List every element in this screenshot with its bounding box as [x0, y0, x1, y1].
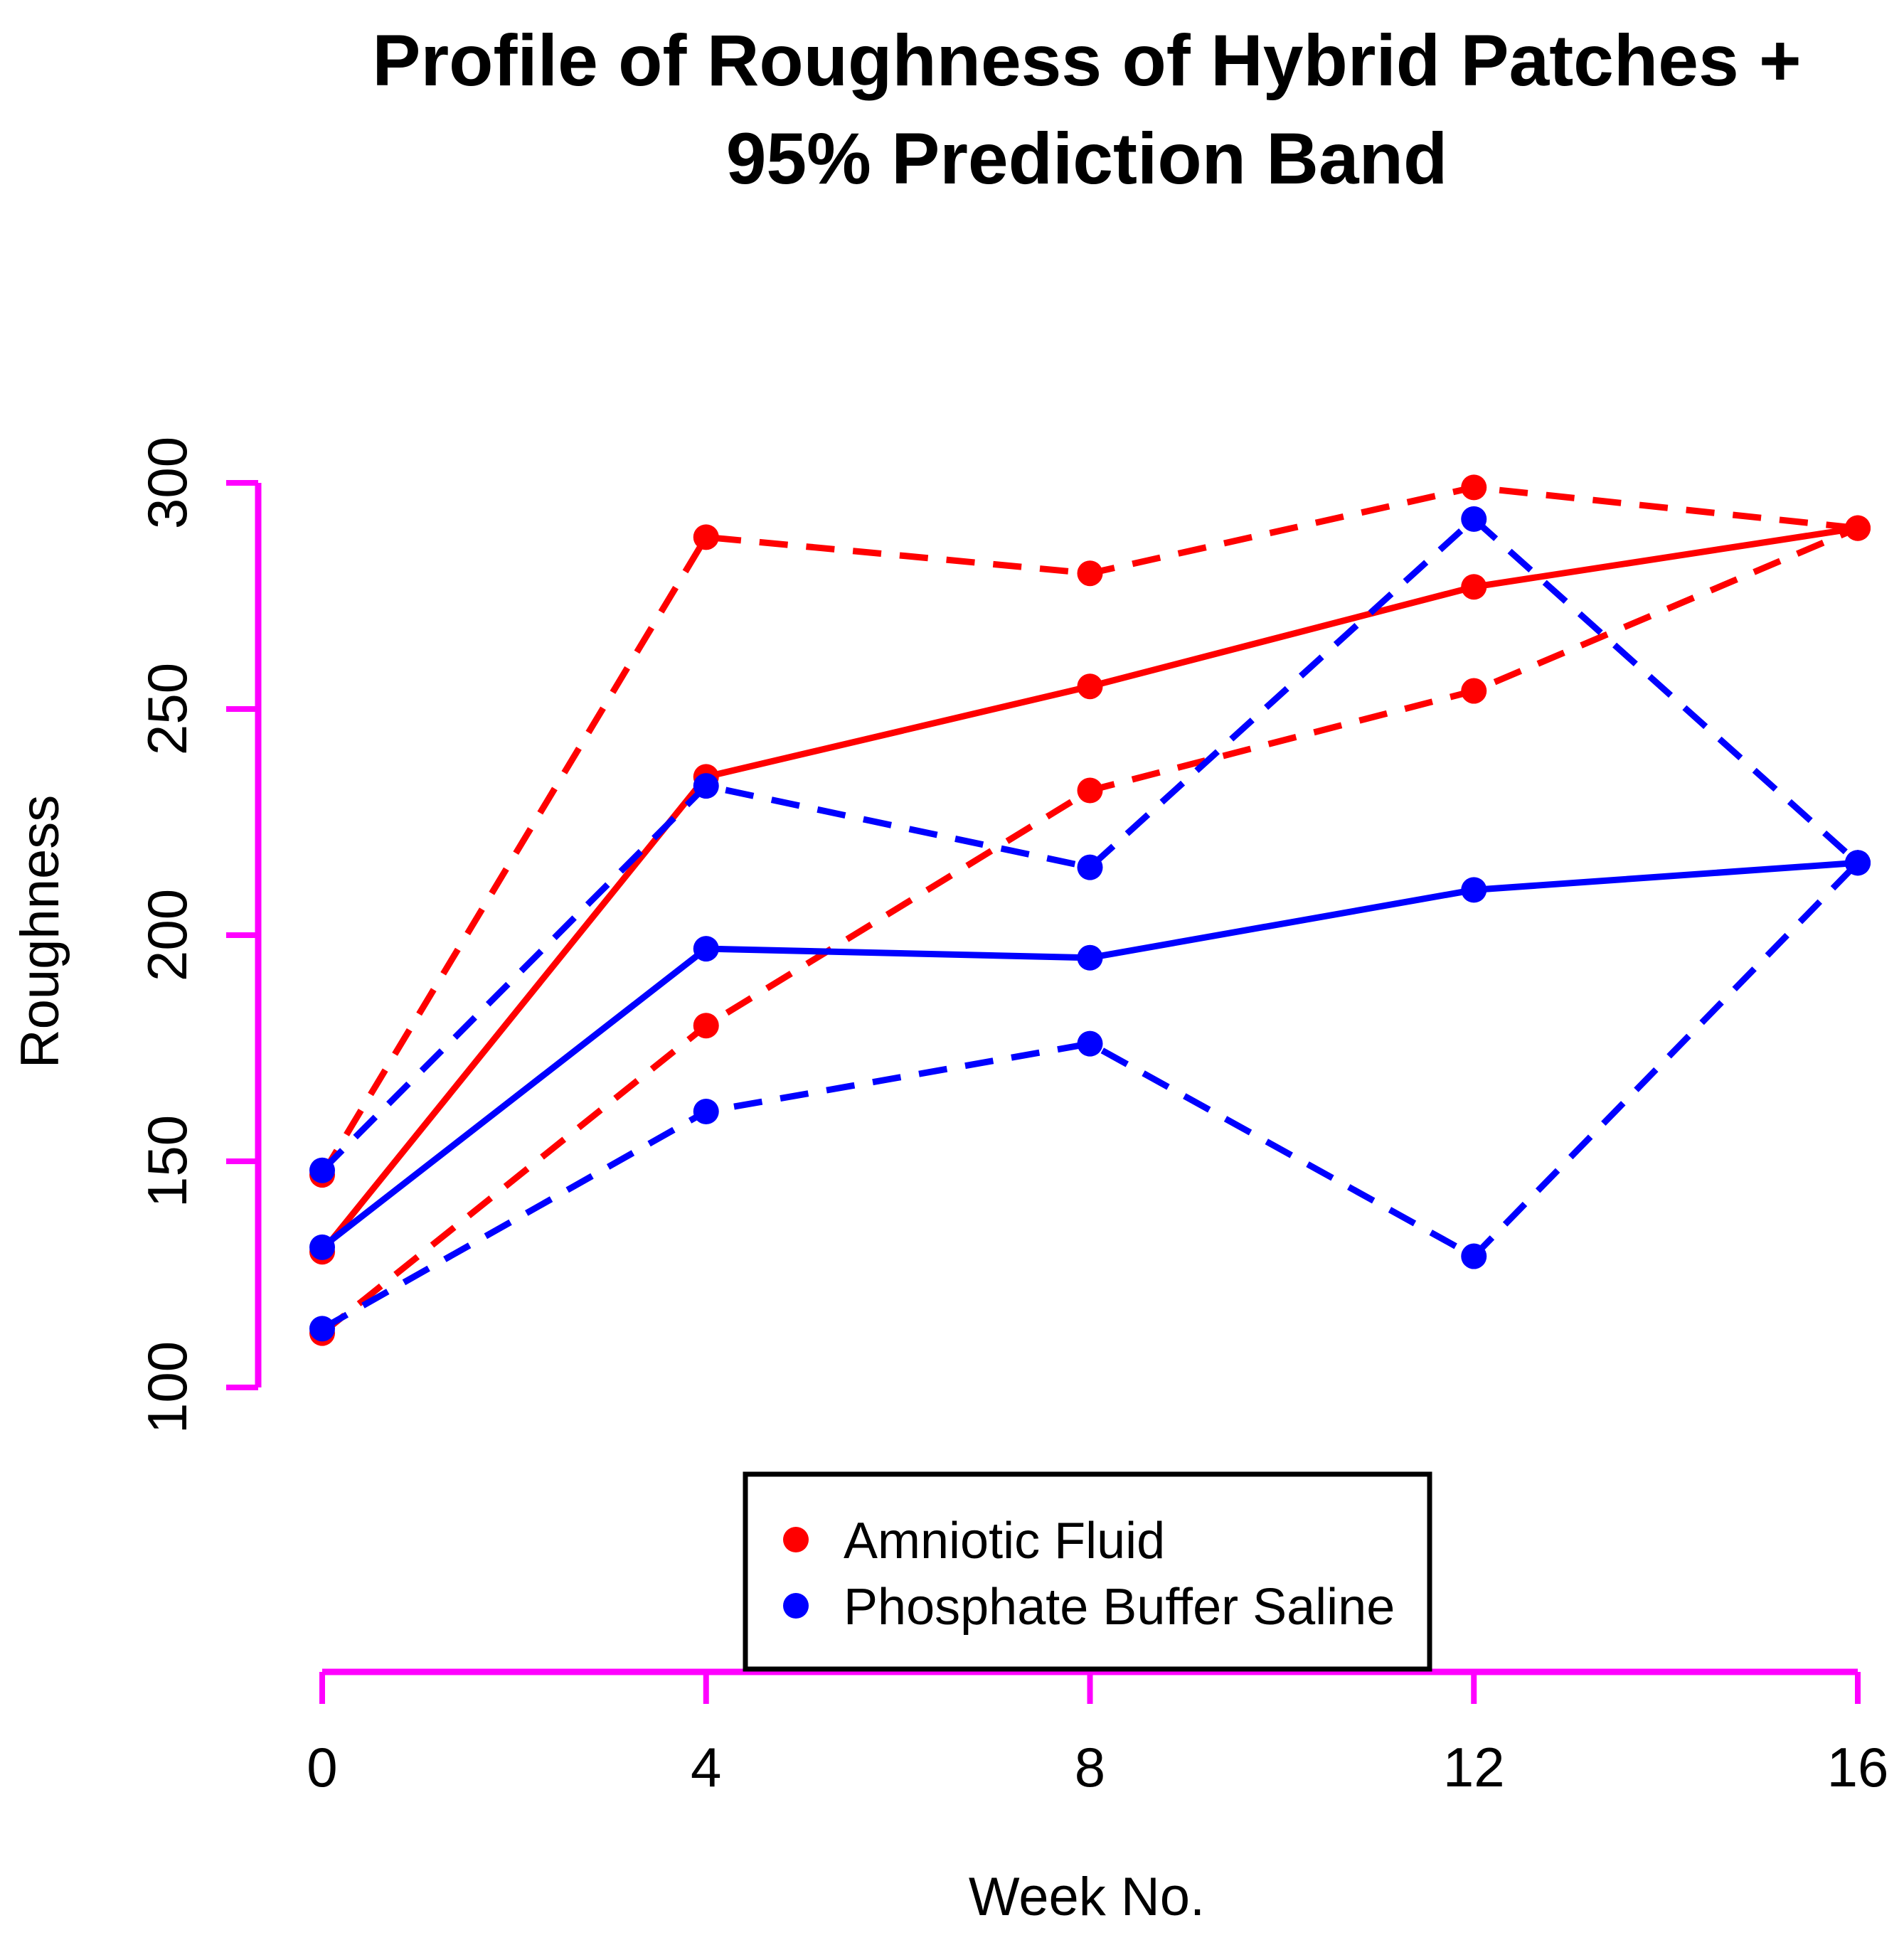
- amniotic-fluid-lower-band-point: [1077, 777, 1103, 804]
- amniotic-fluid-mean-line: [319, 525, 1858, 1254]
- amniotic-fluid-lower-band-point: [1845, 515, 1871, 541]
- legend-item-label: Amniotic Fluid: [844, 1513, 1165, 1569]
- x-tick-label: 4: [691, 1736, 721, 1798]
- pbs-upper-band-point: [1077, 854, 1103, 880]
- x-axis-title: Week No.: [969, 1867, 1205, 1927]
- amniotic-fluid-upper-band-point: [1461, 474, 1487, 501]
- pbs-upper-band-point: [309, 1157, 335, 1183]
- y-tick-label: 100: [136, 1341, 198, 1434]
- amniotic-fluid-lower-band-point: [693, 1013, 719, 1039]
- y-tick-label: 300: [136, 437, 198, 529]
- axes: 0 4 8 12 16 100 150 200 250 300: [136, 437, 1888, 1798]
- pbs-lower-band-point: [1461, 1243, 1487, 1269]
- amniotic-fluid-upper-band-point: [1077, 560, 1103, 587]
- x-tick-label: 0: [307, 1736, 337, 1798]
- y-tick-label: 250: [136, 663, 198, 755]
- pbs-mean-point: [1077, 944, 1103, 971]
- amniotic-fluid-lower-band-point: [1461, 678, 1487, 704]
- pbs-lower-band-point: [1077, 1030, 1103, 1057]
- amniotic-fluid-lower-band-line: [320, 525, 1859, 1336]
- legend-marker: [783, 1527, 809, 1552]
- amniotic-fluid-upper-band-point: [693, 524, 719, 550]
- pbs-mean-point: [309, 1234, 335, 1260]
- y-tick-label: 200: [136, 889, 198, 981]
- pbs-mean-point: [693, 936, 719, 962]
- pbs-lower-band-line: [320, 860, 1861, 1332]
- amniotic-fluid-mean-point: [1077, 673, 1103, 700]
- pbs-lower-band-point: [1845, 850, 1871, 876]
- legend-item-label: Phosphate Buffer Saline: [844, 1579, 1395, 1636]
- y-axis-title: Roughness: [10, 795, 70, 1069]
- series-lines-and-points: [309, 474, 1871, 1346]
- x-tick-label: 12: [1443, 1736, 1505, 1798]
- chart-title-line1: Profile of Roughness of Hybrid Patches +: [372, 20, 1801, 101]
- pbs-mean-point: [1461, 877, 1487, 903]
- pbs-upper-band-point: [693, 773, 719, 799]
- pbs-lower-band-point: [693, 1099, 719, 1125]
- x-tick-label: 16: [1827, 1736, 1889, 1798]
- x-tick-label: 8: [1075, 1736, 1105, 1798]
- pbs-upper-band-point: [1461, 506, 1487, 532]
- y-tick-label: 150: [136, 1115, 198, 1208]
- legend-marker: [783, 1593, 809, 1619]
- pbs-lower-band-point: [309, 1316, 335, 1342]
- amniotic-fluid-mean-point: [1461, 574, 1487, 600]
- chart-title-line2: 95% Prediction Band: [726, 118, 1448, 199]
- pbs-upper-band-line: [319, 514, 1861, 1173]
- legend: Amniotic Fluid Phosphate Buffer Saline: [743, 1471, 1432, 1672]
- legend-box: [743, 1471, 1432, 1672]
